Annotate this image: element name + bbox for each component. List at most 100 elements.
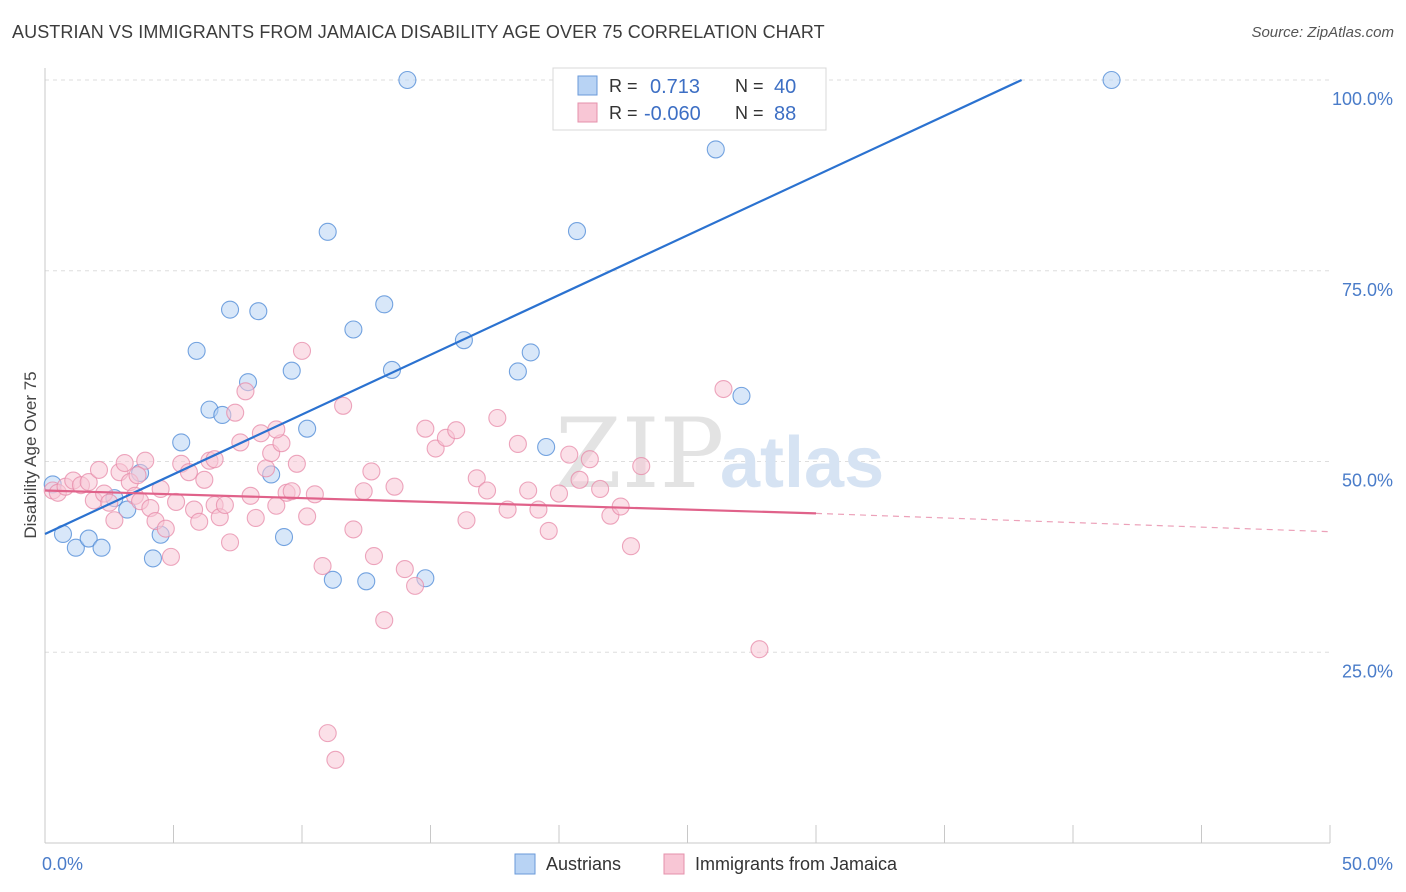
legend-box — [552, 67, 827, 131]
point-jamaica — [549, 484, 569, 503]
point-jamaica — [539, 521, 558, 540]
point-jamaica — [621, 537, 641, 556]
legend-bottom-swatch-austrians — [514, 853, 536, 875]
point-jamaica — [334, 396, 353, 415]
point-jamaica — [560, 445, 579, 464]
point-jamaica — [128, 466, 147, 485]
point-jamaica — [457, 511, 476, 530]
point-austrians — [398, 70, 417, 90]
y-axis-label: Disability Age Over 75 — [21, 371, 40, 538]
legend-bottom-label-austrians: Austrians — [546, 854, 621, 874]
point-austrians — [298, 419, 317, 438]
point-jamaica — [416, 419, 435, 438]
point-jamaica — [326, 750, 345, 769]
gridlines — [45, 79, 1330, 653]
point-jamaica — [89, 460, 109, 479]
legend-n-value-2: 88 — [774, 103, 796, 125]
legend-n-value-1: 40 — [774, 76, 796, 98]
point-jamaica — [115, 453, 134, 473]
point-jamaica — [226, 403, 245, 422]
point-jamaica — [305, 485, 324, 504]
point-jamaica — [385, 477, 404, 496]
legend-top: R = 0.713 N = 40 R = -0.060 N = 88 — [552, 67, 827, 131]
point-austrians — [344, 320, 363, 339]
point-jamaica — [362, 462, 381, 481]
point-jamaica — [190, 512, 209, 531]
point-jamaica — [220, 533, 240, 552]
point-jamaica — [136, 451, 155, 470]
point-austrians — [274, 527, 294, 547]
point-austrians — [282, 361, 301, 380]
point-jamaica — [256, 459, 276, 478]
point-jamaica — [354, 482, 373, 501]
chart-title: AUSTRIAN VS IMMIGRANTS FROM JAMAICA DISA… — [12, 22, 825, 42]
axes — [44, 68, 1331, 844]
point-jamaica — [580, 450, 599, 469]
y-tick-label: 50.0% — [1342, 471, 1393, 491]
point-jamaica — [591, 479, 610, 499]
point-jamaica — [375, 611, 394, 630]
point-austrians — [143, 549, 162, 568]
point-jamaica — [313, 556, 332, 576]
legend-r-label-1: R = — [609, 76, 638, 96]
point-jamaica — [105, 511, 124, 530]
trend-line-jamaica-extension — [815, 512, 1331, 533]
point-jamaica — [750, 640, 769, 659]
legend-swatch-austrians — [577, 75, 598, 96]
point-austrians — [732, 386, 751, 405]
point-austrians — [318, 222, 337, 241]
legend-r-label-2: R = — [609, 103, 638, 123]
point-austrians — [249, 302, 268, 321]
legend-bottom: Austrians Immigrants from Jamaica — [514, 853, 898, 875]
point-jamaica — [195, 470, 214, 489]
point-jamaica — [529, 500, 548, 519]
point-jamaica — [467, 469, 486, 488]
point-jamaica — [395, 560, 414, 579]
point-jamaica — [364, 547, 384, 566]
legend-bottom-swatch-jamaica — [663, 853, 685, 875]
point-jamaica — [287, 454, 306, 473]
point-austrians — [172, 433, 191, 452]
x-tick-labels: 0.0% 50.0% — [42, 854, 1393, 874]
point-austrians — [1102, 70, 1121, 90]
point-austrians — [118, 500, 137, 519]
chart-source: Source: ZipAtlas.com — [1251, 24, 1394, 41]
watermark-zip: ZIP — [555, 398, 724, 510]
legend-r-value-2: -0.060 — [644, 103, 701, 125]
point-jamaica — [344, 520, 363, 539]
point-austrians — [567, 222, 587, 241]
point-jamaica — [298, 507, 317, 526]
point-jamaica — [292, 341, 312, 360]
point-jamaica — [570, 470, 589, 489]
point-jamaica — [519, 481, 538, 500]
point-austrians — [323, 570, 342, 589]
point-jamaica — [318, 724, 337, 743]
point-jamaica — [246, 508, 265, 528]
trend-line-jamaica — [44, 489, 817, 515]
point-jamaica — [447, 421, 466, 440]
point-jamaica — [714, 379, 733, 399]
point-jamaica — [215, 495, 234, 515]
point-jamaica — [488, 408, 507, 428]
point-austrians — [508, 362, 527, 381]
trend-lines — [44, 79, 1331, 535]
point-jamaica — [282, 482, 301, 501]
x-tick-label: 0.0% — [42, 854, 83, 874]
legend-bottom-label-jamaica: Immigrants from Jamaica — [695, 854, 898, 874]
point-austrians — [187, 341, 206, 360]
point-austrians — [79, 529, 98, 548]
y-tick-label: 75.0% — [1342, 280, 1393, 300]
legend-n-label-1: N = — [735, 76, 764, 96]
point-jamaica — [156, 519, 175, 538]
point-austrians — [220, 300, 240, 319]
point-jamaica — [167, 492, 186, 511]
legend-n-label-2: N = — [735, 103, 764, 123]
point-jamaica — [477, 481, 497, 500]
point-austrians — [357, 572, 376, 591]
point-jamaica — [632, 457, 651, 476]
point-jamaica — [508, 434, 527, 454]
y-tick-labels: 100.0% 75.0% 50.0% 25.0% — [1332, 89, 1393, 681]
point-austrians — [706, 140, 725, 159]
y-tick-label: 100.0% — [1332, 89, 1393, 109]
point-jamaica — [100, 493, 119, 512]
